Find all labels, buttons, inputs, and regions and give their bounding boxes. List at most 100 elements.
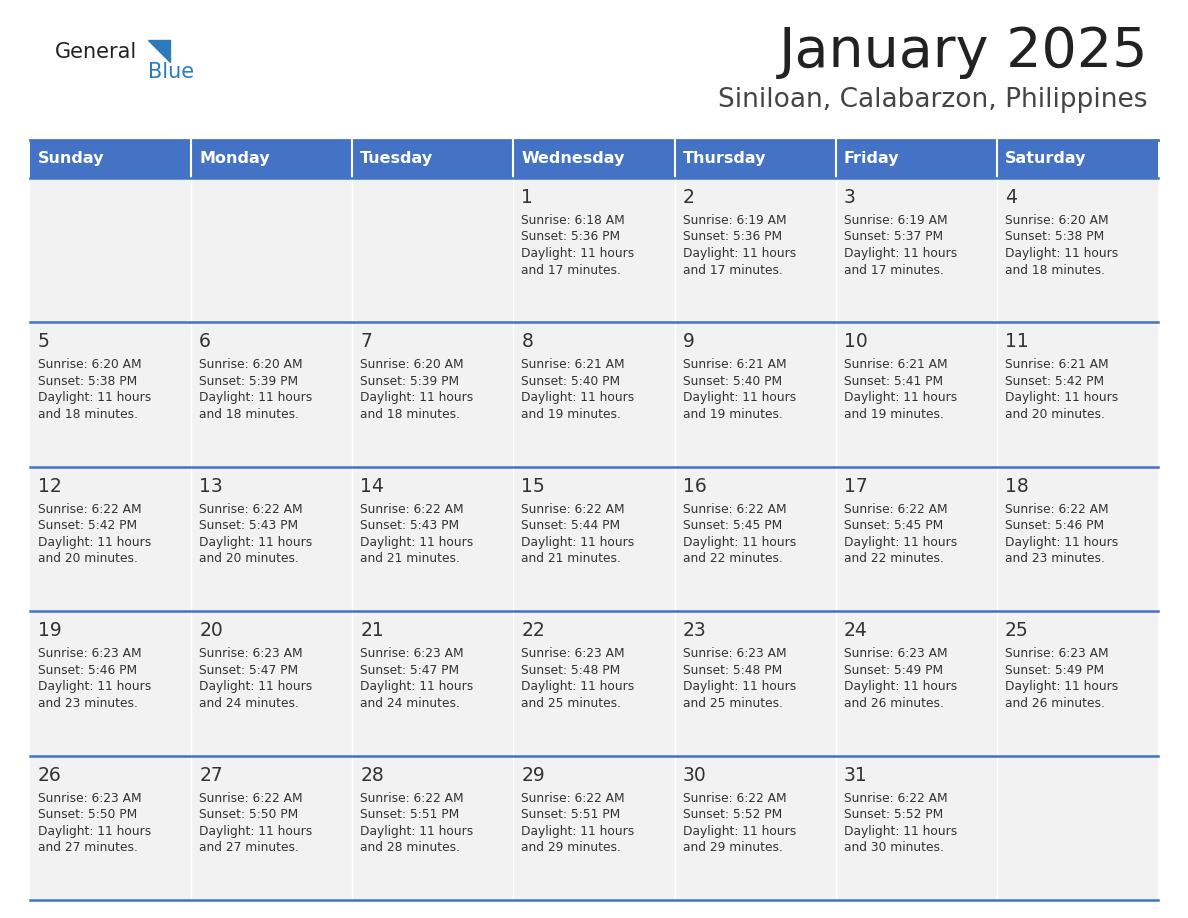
Text: Sunset: 5:52 PM: Sunset: 5:52 PM — [683, 808, 782, 821]
Text: Daylight: 11 hours: Daylight: 11 hours — [522, 824, 634, 837]
Text: Sunset: 5:51 PM: Sunset: 5:51 PM — [522, 808, 620, 821]
Bar — [675, 140, 835, 178]
Text: and 22 minutes.: and 22 minutes. — [843, 553, 943, 565]
Text: Daylight: 11 hours: Daylight: 11 hours — [683, 247, 796, 260]
Text: 30: 30 — [683, 766, 707, 785]
Bar — [353, 756, 513, 900]
Bar — [513, 611, 675, 756]
Bar — [835, 322, 997, 466]
Text: and 20 minutes.: and 20 minutes. — [38, 553, 138, 565]
Bar — [835, 466, 997, 611]
Text: Daylight: 11 hours: Daylight: 11 hours — [522, 680, 634, 693]
Bar — [675, 178, 835, 322]
Text: Sunset: 5:45 PM: Sunset: 5:45 PM — [843, 520, 943, 532]
Bar — [513, 466, 675, 611]
Bar — [513, 756, 675, 900]
Text: Daylight: 11 hours: Daylight: 11 hours — [522, 536, 634, 549]
Text: Sunset: 5:50 PM: Sunset: 5:50 PM — [200, 808, 298, 821]
Text: 10: 10 — [843, 332, 867, 352]
Bar — [835, 756, 997, 900]
Text: and 18 minutes.: and 18 minutes. — [1005, 263, 1105, 276]
Text: Sunset: 5:40 PM: Sunset: 5:40 PM — [683, 375, 782, 388]
Text: 15: 15 — [522, 476, 545, 496]
Text: and 21 minutes.: and 21 minutes. — [360, 553, 460, 565]
Text: and 23 minutes.: and 23 minutes. — [38, 697, 138, 710]
Bar — [30, 322, 191, 466]
Text: Sunset: 5:50 PM: Sunset: 5:50 PM — [38, 808, 138, 821]
Text: Blue: Blue — [148, 62, 194, 82]
Text: 24: 24 — [843, 621, 867, 640]
Text: Daylight: 11 hours: Daylight: 11 hours — [200, 536, 312, 549]
Bar — [997, 178, 1158, 322]
Text: Daylight: 11 hours: Daylight: 11 hours — [1005, 247, 1118, 260]
Bar — [675, 611, 835, 756]
Text: 5: 5 — [38, 332, 50, 352]
Bar — [835, 140, 997, 178]
Text: Sunrise: 6:23 AM: Sunrise: 6:23 AM — [200, 647, 303, 660]
Text: and 20 minutes.: and 20 minutes. — [1005, 408, 1105, 420]
Text: Sunrise: 6:22 AM: Sunrise: 6:22 AM — [522, 503, 625, 516]
Text: Daylight: 11 hours: Daylight: 11 hours — [360, 680, 474, 693]
Text: Sunrise: 6:22 AM: Sunrise: 6:22 AM — [683, 503, 786, 516]
Text: Sunrise: 6:23 AM: Sunrise: 6:23 AM — [360, 647, 463, 660]
Text: Sunrise: 6:19 AM: Sunrise: 6:19 AM — [683, 214, 786, 227]
Bar — [513, 140, 675, 178]
Text: Sunrise: 6:22 AM: Sunrise: 6:22 AM — [200, 791, 303, 804]
Text: and 27 minutes.: and 27 minutes. — [38, 841, 138, 854]
Text: and 25 minutes.: and 25 minutes. — [522, 697, 621, 710]
Bar — [30, 178, 191, 322]
Text: 22: 22 — [522, 621, 545, 640]
Text: and 26 minutes.: and 26 minutes. — [843, 697, 943, 710]
Text: Sunrise: 6:18 AM: Sunrise: 6:18 AM — [522, 214, 625, 227]
Bar — [353, 140, 513, 178]
Bar — [997, 140, 1158, 178]
Text: Sunrise: 6:22 AM: Sunrise: 6:22 AM — [200, 503, 303, 516]
Text: Daylight: 11 hours: Daylight: 11 hours — [843, 824, 958, 837]
Bar — [513, 322, 675, 466]
Text: Tuesday: Tuesday — [360, 151, 434, 166]
Text: Sunset: 5:52 PM: Sunset: 5:52 PM — [843, 808, 943, 821]
Text: 6: 6 — [200, 332, 211, 352]
Text: Sunrise: 6:22 AM: Sunrise: 6:22 AM — [843, 503, 947, 516]
Text: Daylight: 11 hours: Daylight: 11 hours — [843, 391, 958, 405]
Bar — [997, 756, 1158, 900]
Text: Daylight: 11 hours: Daylight: 11 hours — [360, 824, 474, 837]
Bar — [675, 466, 835, 611]
Text: 26: 26 — [38, 766, 62, 785]
Text: Daylight: 11 hours: Daylight: 11 hours — [843, 680, 958, 693]
Text: Sunset: 5:51 PM: Sunset: 5:51 PM — [360, 808, 460, 821]
Text: Sunset: 5:37 PM: Sunset: 5:37 PM — [843, 230, 943, 243]
Text: Sunrise: 6:21 AM: Sunrise: 6:21 AM — [1005, 358, 1108, 372]
Text: Thursday: Thursday — [683, 151, 766, 166]
Text: Daylight: 11 hours: Daylight: 11 hours — [683, 391, 796, 405]
Bar — [191, 756, 353, 900]
Text: Daylight: 11 hours: Daylight: 11 hours — [38, 391, 151, 405]
Bar — [513, 178, 675, 322]
Text: Siniloan, Calabarzon, Philippines: Siniloan, Calabarzon, Philippines — [719, 87, 1148, 113]
Bar — [835, 611, 997, 756]
Text: Sunset: 5:46 PM: Sunset: 5:46 PM — [38, 664, 137, 677]
Text: Sunset: 5:36 PM: Sunset: 5:36 PM — [522, 230, 620, 243]
Text: Sunset: 5:49 PM: Sunset: 5:49 PM — [843, 664, 943, 677]
Bar — [997, 322, 1158, 466]
Bar — [191, 322, 353, 466]
Text: Daylight: 11 hours: Daylight: 11 hours — [38, 824, 151, 837]
Text: Sunrise: 6:19 AM: Sunrise: 6:19 AM — [843, 214, 947, 227]
Text: Sunset: 5:42 PM: Sunset: 5:42 PM — [38, 520, 137, 532]
Text: 7: 7 — [360, 332, 372, 352]
Bar — [353, 466, 513, 611]
Text: Sunrise: 6:20 AM: Sunrise: 6:20 AM — [1005, 214, 1108, 227]
Text: 12: 12 — [38, 476, 62, 496]
Text: and 24 minutes.: and 24 minutes. — [200, 697, 299, 710]
Text: Sunrise: 6:22 AM: Sunrise: 6:22 AM — [683, 791, 786, 804]
Text: Sunset: 5:43 PM: Sunset: 5:43 PM — [360, 520, 460, 532]
Text: Daylight: 11 hours: Daylight: 11 hours — [683, 680, 796, 693]
Text: 11: 11 — [1005, 332, 1029, 352]
Text: and 18 minutes.: and 18 minutes. — [360, 408, 460, 420]
Text: Sunrise: 6:21 AM: Sunrise: 6:21 AM — [843, 358, 947, 372]
Text: Daylight: 11 hours: Daylight: 11 hours — [360, 536, 474, 549]
Text: Sunset: 5:43 PM: Sunset: 5:43 PM — [200, 520, 298, 532]
Text: Sunset: 5:39 PM: Sunset: 5:39 PM — [200, 375, 298, 388]
Text: 13: 13 — [200, 476, 223, 496]
Text: and 30 minutes.: and 30 minutes. — [843, 841, 943, 854]
